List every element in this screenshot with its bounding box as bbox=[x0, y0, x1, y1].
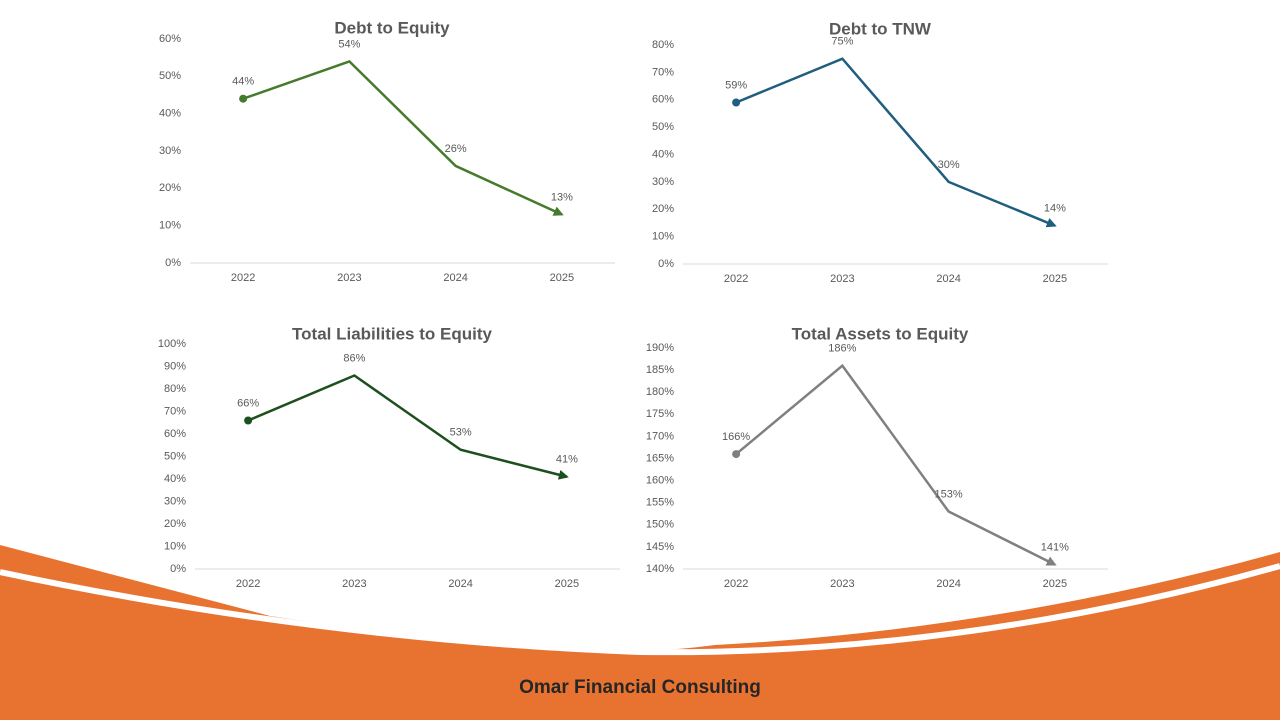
y-tick-label: 50% bbox=[652, 121, 674, 133]
start-marker bbox=[732, 98, 741, 107]
x-tick-label: 2024 bbox=[443, 272, 467, 284]
y-tick-label: 185% bbox=[646, 364, 674, 376]
x-tick-label: 2025 bbox=[555, 578, 579, 590]
y-tick-label: 50% bbox=[159, 70, 181, 82]
data-label: 186% bbox=[828, 343, 856, 355]
x-tick-label: 2022 bbox=[724, 578, 748, 590]
chart-title: Debt to TNW bbox=[829, 19, 932, 38]
data-label: 44% bbox=[232, 76, 254, 88]
line bbox=[735, 57, 1057, 228]
y-tick-label: 10% bbox=[164, 540, 186, 552]
data-label: 14% bbox=[1044, 203, 1066, 215]
data-label: 13% bbox=[551, 191, 573, 203]
x-tick-label: 2025 bbox=[1043, 578, 1067, 590]
y-tick-label: 50% bbox=[164, 450, 186, 462]
white-swoosh bbox=[0, 563, 1280, 656]
data-label: 30% bbox=[938, 159, 960, 171]
footer: Omar Financial Consulting bbox=[519, 677, 761, 698]
line bbox=[735, 363, 1057, 566]
y-tick-label: 180% bbox=[646, 386, 674, 398]
x-tick-label: 2024 bbox=[936, 273, 960, 285]
data-label: 75% bbox=[831, 36, 853, 48]
x-tick-label: 2024 bbox=[448, 578, 472, 590]
data-label: 59% bbox=[725, 79, 747, 91]
y-tick-label: 190% bbox=[646, 342, 674, 354]
y-tick-label: 60% bbox=[164, 428, 186, 440]
y-tick-label: 90% bbox=[164, 360, 186, 372]
y-tick-label: 80% bbox=[652, 39, 674, 51]
y-tick-label: 40% bbox=[652, 148, 674, 160]
chart-title: Debt to Equity bbox=[334, 18, 450, 37]
x-tick-label: 2023 bbox=[342, 578, 366, 590]
start-marker bbox=[244, 416, 253, 425]
x-tick-label: 2023 bbox=[337, 272, 361, 284]
y-tick-label: 60% bbox=[652, 94, 674, 106]
y-tick-label: 160% bbox=[646, 475, 674, 487]
y-tick-label: 30% bbox=[164, 495, 186, 507]
y-tick-label: 145% bbox=[646, 541, 674, 553]
y-tick-label: 10% bbox=[652, 231, 674, 243]
y-tick-label: 170% bbox=[646, 430, 674, 442]
x-tick-label: 2025 bbox=[550, 272, 574, 284]
y-tick-label: 70% bbox=[164, 405, 186, 417]
x-tick-label: 2022 bbox=[236, 578, 260, 590]
y-tick-label: 150% bbox=[646, 519, 674, 531]
data-label: 141% bbox=[1041, 541, 1069, 553]
data-label: 26% bbox=[445, 143, 467, 155]
line bbox=[242, 59, 564, 216]
data-label: 86% bbox=[343, 352, 365, 364]
data-label: 53% bbox=[450, 427, 472, 439]
y-tick-label: 10% bbox=[159, 220, 181, 232]
data-label: 66% bbox=[237, 397, 259, 409]
y-tick-label: 175% bbox=[646, 408, 674, 420]
y-tick-label: 30% bbox=[652, 176, 674, 188]
y-tick-label: 40% bbox=[159, 108, 181, 120]
y-tick-label: 20% bbox=[164, 518, 186, 530]
x-tick-label: 2023 bbox=[830, 578, 854, 590]
y-tick-label: 0% bbox=[170, 563, 186, 575]
data-label: 153% bbox=[935, 488, 963, 500]
y-tick-label: 20% bbox=[159, 182, 181, 194]
y-tick-label: 0% bbox=[658, 258, 674, 270]
chart-title: Total Liabilities to Equity bbox=[292, 324, 492, 343]
start-marker bbox=[732, 450, 741, 459]
white-area bbox=[0, 0, 1280, 652]
chart-title: Total Assets to Equity bbox=[792, 324, 969, 343]
x-tick-label: 2024 bbox=[936, 578, 960, 590]
data-label: 41% bbox=[556, 454, 578, 466]
line bbox=[247, 374, 569, 480]
y-tick-label: 40% bbox=[164, 473, 186, 485]
y-tick-label: 155% bbox=[646, 497, 674, 509]
data-label: 166% bbox=[722, 431, 750, 443]
y-tick-label: 140% bbox=[646, 563, 674, 575]
data-label: 54% bbox=[338, 38, 360, 50]
x-tick-label: 2022 bbox=[231, 272, 255, 284]
y-tick-label: 80% bbox=[164, 383, 186, 395]
x-tick-label: 2025 bbox=[1043, 273, 1067, 285]
y-tick-label: 60% bbox=[159, 33, 181, 45]
y-tick-label: 30% bbox=[159, 145, 181, 157]
y-tick-label: 165% bbox=[646, 452, 674, 464]
y-tick-label: 100% bbox=[158, 338, 186, 350]
x-tick-label: 2022 bbox=[724, 273, 748, 285]
y-tick-label: 0% bbox=[165, 257, 181, 269]
y-tick-label: 20% bbox=[652, 203, 674, 215]
x-tick-label: 2023 bbox=[830, 273, 854, 285]
y-tick-label: 70% bbox=[652, 66, 674, 78]
start-marker bbox=[239, 94, 248, 103]
